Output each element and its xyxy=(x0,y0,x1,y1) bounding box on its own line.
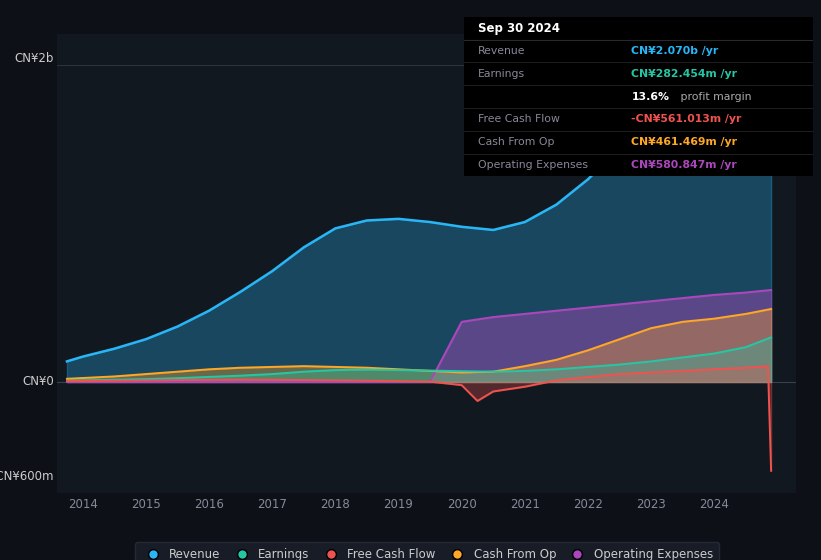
Text: Sep 30 2024: Sep 30 2024 xyxy=(478,22,560,35)
Text: 13.6%: 13.6% xyxy=(631,92,669,101)
Text: CN¥580.847m /yr: CN¥580.847m /yr xyxy=(631,160,737,170)
Text: Revenue: Revenue xyxy=(478,46,525,56)
Text: Free Cash Flow: Free Cash Flow xyxy=(478,114,560,124)
Text: Cash From Op: Cash From Op xyxy=(478,137,554,147)
Legend: Revenue, Earnings, Free Cash Flow, Cash From Op, Operating Expenses: Revenue, Earnings, Free Cash Flow, Cash … xyxy=(135,543,719,560)
Text: profit margin: profit margin xyxy=(677,92,751,101)
Text: CN¥2.070b /yr: CN¥2.070b /yr xyxy=(631,46,718,56)
Text: Operating Expenses: Operating Expenses xyxy=(478,160,588,170)
Text: -CN¥600m: -CN¥600m xyxy=(0,470,54,483)
Text: CN¥282.454m /yr: CN¥282.454m /yr xyxy=(631,69,737,79)
Text: CN¥461.469m /yr: CN¥461.469m /yr xyxy=(631,137,737,147)
Text: Earnings: Earnings xyxy=(478,69,525,79)
Text: CN¥2b: CN¥2b xyxy=(15,52,54,66)
Text: -CN¥561.013m /yr: -CN¥561.013m /yr xyxy=(631,114,741,124)
Text: CN¥0: CN¥0 xyxy=(22,375,54,389)
